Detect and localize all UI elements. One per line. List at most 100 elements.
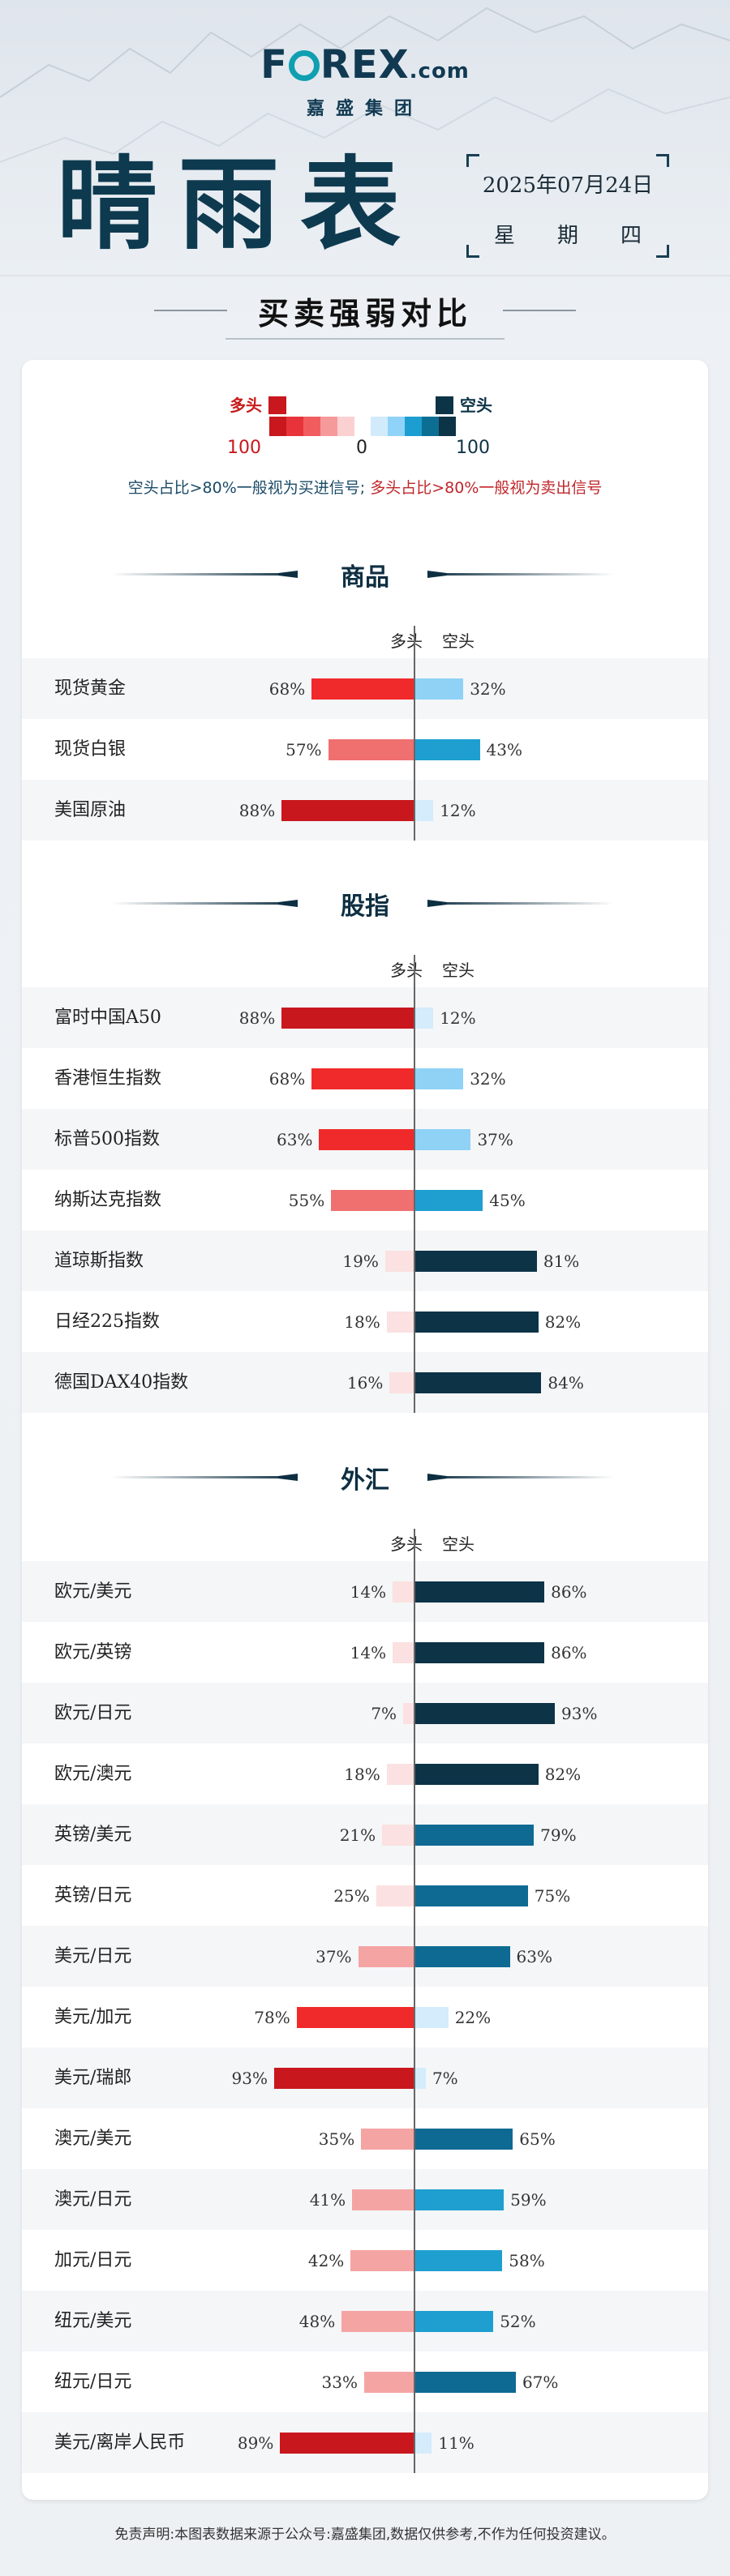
instrument-name: 现货白银 (54, 738, 127, 760)
instrument-name: 欧元/英镑 (54, 1641, 132, 1662)
header-arrow-right (427, 1476, 614, 1478)
section-1: 股指 多头 空头 富时中国A50 88% 12% 香港恒生指数 68% 32% 标普500指数 63… (22, 886, 708, 1413)
short-percent: 93% (561, 1704, 598, 1723)
disclaimer: 免责声明:本图表数据来源于公众号:嘉盛集团,数据仅供参考,不作为任何投资建议。 (114, 2527, 616, 2543)
section-header: 外汇 (22, 1460, 708, 1508)
table-row: 英镑/美元 21% 79% (22, 1804, 708, 1865)
col-long-header: 多头 (390, 631, 423, 651)
signal-note: 空头占比>80%一般视为买进信号; 多头占比>80%一般视为卖出信号 (22, 476, 708, 498)
long-percent: 37% (316, 1947, 352, 1966)
background-chart-decoration (0, 6, 730, 276)
group-name: 嘉盛集团 (306, 98, 423, 119)
col-short-header: 空头 (442, 961, 474, 980)
long-percent: 16% (346, 1373, 384, 1393)
long-percent: 89% (237, 2433, 274, 2453)
short-percent: 84% (548, 1373, 584, 1393)
scale-swatch (405, 417, 423, 436)
short-percent: 32% (470, 679, 506, 699)
table-row: 标普500指数 63% 37% (22, 1109, 708, 1170)
col-short-header: 空头 (442, 1534, 474, 1554)
table-row: 纽元/日元 33% 67% (22, 2351, 708, 2412)
col-long-header: 多头 (390, 1534, 423, 1554)
short-bar (415, 1581, 545, 1603)
short-percent: 67% (522, 2373, 559, 2392)
short-percent: 63% (516, 1947, 552, 1966)
table-row: 欧元/美元 14% 86% (22, 1561, 708, 1622)
short-percent: 11% (438, 2433, 474, 2453)
date-box: 2025年07月24日 星 期 四 (466, 154, 669, 258)
scale-swatch (320, 417, 337, 436)
short-percent: 52% (500, 2312, 536, 2331)
short-bar (415, 1764, 539, 1785)
short-percent: 37% (477, 1130, 513, 1149)
scale-swatch (337, 417, 354, 436)
instrument-name: 现货黄金 (54, 678, 127, 699)
corner-bracket (656, 245, 669, 258)
short-bar (415, 2433, 432, 2454)
instrument-name: 标普500指数 (54, 1128, 160, 1149)
logo-letters-rex: REX (320, 42, 410, 88)
instrument-name: 美元/离岸人民币 (54, 2432, 186, 2453)
short-percent: 12% (440, 1008, 476, 1028)
long-bar (280, 2433, 414, 2454)
long-bar (352, 2189, 414, 2210)
short-bar (415, 2189, 505, 2210)
long-bar (393, 1642, 414, 1663)
column-headers: 多头 空头 (22, 1531, 708, 1555)
table-row: 纽元/美元 48% 52% (22, 2291, 708, 2351)
short-bar (415, 2311, 494, 2332)
instrument-name: 日经225指数 (54, 1311, 160, 1332)
legend: 多头 空头 100 0 100 (22, 392, 708, 458)
instrument-name: 富时中国A50 (54, 1007, 161, 1028)
short-bar (415, 1946, 510, 1967)
long-bar (358, 1946, 414, 1967)
short-percent: 86% (551, 1582, 587, 1602)
short-percent: 45% (489, 1191, 526, 1210)
long-bar (376, 1885, 414, 1906)
long-bar (281, 800, 414, 821)
short-bar (415, 678, 464, 700)
col-short-header: 空头 (442, 631, 474, 651)
instrument-name: 澳元/日元 (54, 2189, 132, 2210)
short-bar (415, 1703, 556, 1724)
long-bar (350, 2250, 414, 2271)
instrument-name: 英镑/日元 (54, 1885, 132, 1906)
long-bar (319, 1129, 414, 1150)
instrument-name: 香港恒生指数 (54, 1068, 162, 1089)
long-bar (384, 1251, 414, 1272)
corner-bracket (466, 154, 479, 167)
short-percent: 82% (544, 1312, 582, 1332)
short-bar (415, 1129, 471, 1150)
legend-long-label: 多头 (230, 396, 262, 415)
scale-swatch (422, 417, 440, 436)
section-title: 商品 (341, 563, 389, 592)
brand-logo: F REX.com 嘉盛集团 (0, 44, 730, 120)
table-row: 香港恒生指数 68% 32% (22, 1048, 708, 1109)
short-bar (415, 1642, 545, 1663)
short-bar (415, 2068, 426, 2089)
instrument-name: 欧元/日元 (54, 1702, 132, 1723)
instrument-name: 欧元/澳元 (54, 1763, 132, 1784)
instrument-name: 欧元/美元 (54, 1581, 132, 1602)
table-row: 富时中国A50 88% 12% (22, 987, 708, 1048)
center-axis (414, 626, 415, 841)
short-bar (415, 1885, 528, 1906)
legend-color-scale (269, 417, 456, 436)
short-signal-note: 空头占比>80%一般视为买进信号; (127, 479, 366, 497)
table-row: 美元/瑞郎 93% 7% (22, 2048, 708, 2108)
long-bar (393, 1581, 414, 1603)
center-axis (414, 955, 415, 1413)
short-bar (415, 1008, 434, 1029)
instrument-name: 美元/加元 (54, 2006, 132, 2027)
short-percent: 86% (551, 1643, 587, 1662)
section-2: 外汇 多头 空头 欧元/美元 14% 86% 欧元/英镑 14% 86% 欧元/日元 7% 93% 欧元… (22, 1460, 708, 2473)
long-bar (341, 2311, 414, 2332)
page-title: 晴雨表 (57, 146, 423, 263)
short-bar (415, 1312, 539, 1333)
long-percent: 18% (344, 1312, 380, 1332)
long-percent: 88% (238, 801, 276, 820)
instrument-name: 纽元/日元 (54, 2371, 132, 2392)
table-row: 澳元/美元 35% 65% (22, 2108, 708, 2169)
table-row: 日经225指数 18% 82% (22, 1291, 708, 1352)
weekday-char: 四 (620, 224, 642, 248)
